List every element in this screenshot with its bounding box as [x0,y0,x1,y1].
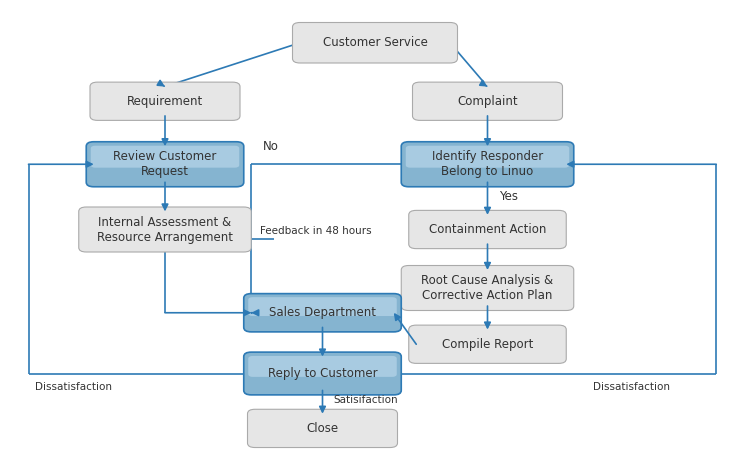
FancyBboxPatch shape [401,142,574,187]
Text: Compile Report: Compile Report [442,338,533,351]
FancyBboxPatch shape [401,266,574,310]
Text: Identify Responder
Belong to Linuo: Identify Responder Belong to Linuo [432,150,543,178]
Text: Satisifaction: Satisifaction [334,395,398,405]
FancyBboxPatch shape [409,325,566,364]
FancyBboxPatch shape [244,352,401,395]
FancyBboxPatch shape [248,410,398,447]
FancyBboxPatch shape [248,356,397,377]
FancyBboxPatch shape [292,22,458,63]
Text: Reply to Customer: Reply to Customer [268,367,377,380]
Text: Customer Service: Customer Service [322,36,428,49]
Text: Internal Assessment &
Resource Arrangement: Internal Assessment & Resource Arrangeme… [97,216,233,243]
FancyBboxPatch shape [248,297,397,316]
FancyBboxPatch shape [91,146,239,168]
Text: Containment Action: Containment Action [429,223,546,236]
Text: Review Customer
Request: Review Customer Request [113,150,217,178]
FancyBboxPatch shape [406,146,569,168]
Text: Requirement: Requirement [127,95,203,108]
Text: Dissatisfaction: Dissatisfaction [592,382,670,392]
Text: Close: Close [307,422,338,435]
FancyBboxPatch shape [413,82,562,120]
Text: Root Cause Analysis &
Corrective Action Plan: Root Cause Analysis & Corrective Action … [422,274,554,302]
FancyBboxPatch shape [86,142,244,187]
FancyBboxPatch shape [244,294,401,332]
Text: Dissatisfaction: Dissatisfaction [34,382,112,392]
FancyBboxPatch shape [79,207,251,252]
Text: No: No [262,140,278,153]
FancyBboxPatch shape [90,82,240,120]
Text: Sales Department: Sales Department [269,306,376,319]
Text: Feedback in 48 hours: Feedback in 48 hours [260,226,372,236]
Text: Yes: Yes [499,190,517,203]
Text: Complaint: Complaint [458,95,518,108]
FancyBboxPatch shape [409,211,566,248]
